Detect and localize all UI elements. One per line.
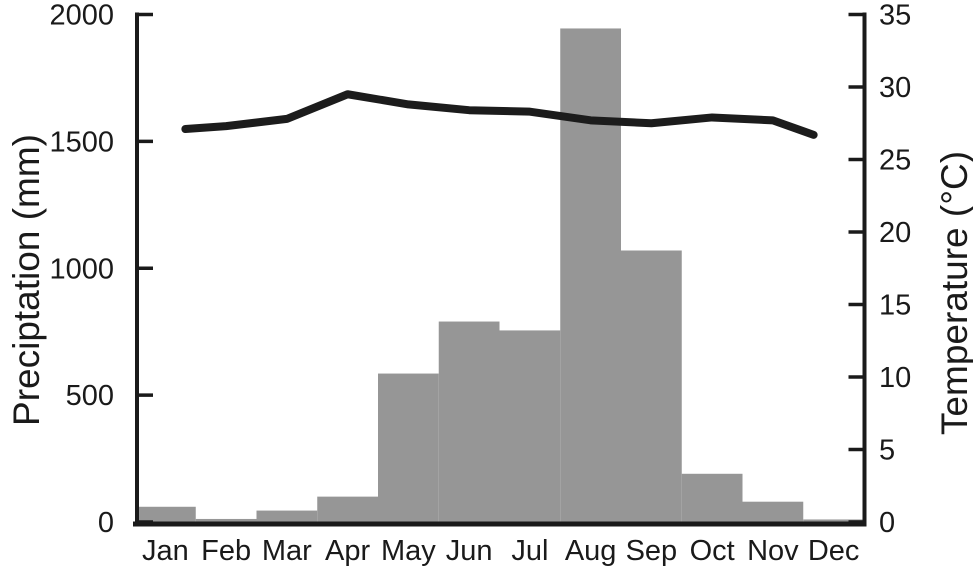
bar-nov [742, 501, 804, 522]
right-tick-label-30: 30 [879, 72, 911, 104]
right-tick-label-35: 35 [879, 0, 911, 32]
month-label-sep: Sep [626, 535, 678, 567]
month-label-apr: Apr [325, 535, 370, 567]
month-label-mar: Mar [262, 535, 312, 567]
bar-jul [499, 330, 561, 522]
month-label-jul: Jul [511, 535, 548, 567]
right-tick-label-5: 5 [879, 435, 895, 467]
right-tick-label-10: 10 [879, 362, 911, 394]
bar-aug [560, 28, 621, 523]
right-axis-title: Temperature (°C) [934, 151, 973, 435]
left-tick-label-1000: 1000 [49, 253, 114, 285]
month-label-feb: Feb [201, 535, 251, 567]
month-label-oct: Oct [690, 535, 735, 567]
left-tick-label-500: 500 [66, 380, 114, 412]
left-tick-label-2000: 2000 [49, 0, 114, 32]
right-tick-label-25: 25 [879, 145, 911, 177]
bar-mar [256, 510, 318, 522]
month-label-may: May [381, 535, 436, 567]
bar-sep [621, 250, 682, 523]
month-label-nov: Nov [747, 535, 799, 567]
bar-apr [317, 496, 378, 522]
right-tick-label-15: 15 [879, 290, 911, 322]
month-label-jan: Jan [142, 535, 189, 567]
bar-jun [438, 321, 500, 522]
bar-dec [803, 519, 864, 522]
right-tick-label-0: 0 [879, 507, 895, 539]
month-label-aug: Aug [565, 535, 617, 567]
bar-may [378, 373, 439, 522]
right-tick-label-20: 20 [879, 217, 911, 249]
left-tick-label-1500: 1500 [49, 126, 114, 158]
left-tick-label-0: 0 [98, 507, 114, 539]
bar-oct [681, 473, 743, 522]
left-axis-title: Preciptation (mm) [6, 134, 47, 426]
bar-jan [135, 506, 196, 522]
month-label-jun: Jun [446, 535, 493, 567]
temperature-line [181, 90, 818, 139]
month-label-dec: Dec [808, 535, 860, 567]
bar-feb [195, 518, 257, 522]
